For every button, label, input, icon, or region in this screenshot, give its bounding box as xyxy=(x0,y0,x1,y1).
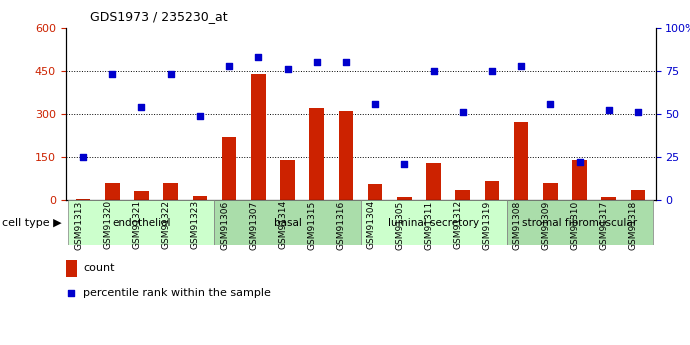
Text: count: count xyxy=(83,264,115,273)
Bar xyxy=(76,199,90,200)
Text: percentile rank within the sample: percentile rank within the sample xyxy=(83,288,271,298)
Bar xyxy=(105,183,119,200)
Point xyxy=(370,101,381,106)
Text: GSM91316: GSM91316 xyxy=(337,200,346,249)
Bar xyxy=(602,197,616,200)
Point xyxy=(224,63,235,68)
Point xyxy=(633,109,644,115)
Text: GSM91313: GSM91313 xyxy=(74,200,83,249)
Point xyxy=(603,108,614,113)
Bar xyxy=(66,260,77,277)
Point xyxy=(515,63,526,68)
Text: GSM91317: GSM91317 xyxy=(600,200,609,249)
Bar xyxy=(221,137,237,200)
Text: GSM91321: GSM91321 xyxy=(132,200,141,249)
Point xyxy=(399,161,410,167)
Text: basal: basal xyxy=(273,218,302,227)
Bar xyxy=(280,160,295,200)
Text: GSM91318: GSM91318 xyxy=(629,200,638,249)
Bar xyxy=(134,191,149,200)
Point xyxy=(428,68,439,73)
Bar xyxy=(309,108,324,200)
Bar xyxy=(339,111,353,200)
Point xyxy=(486,68,497,73)
Point xyxy=(574,159,585,165)
Text: endothelial: endothelial xyxy=(112,218,170,227)
Point xyxy=(545,101,556,106)
Text: GSM91306: GSM91306 xyxy=(220,200,229,249)
Bar xyxy=(514,122,529,200)
Bar xyxy=(215,200,360,245)
Text: stromal fibromuscular: stromal fibromuscular xyxy=(522,218,637,227)
Text: GSM91322: GSM91322 xyxy=(161,200,170,249)
Text: GSM91311: GSM91311 xyxy=(424,200,433,249)
Text: GSM91310: GSM91310 xyxy=(571,200,580,249)
Text: GSM91304: GSM91304 xyxy=(366,200,375,249)
Point xyxy=(77,154,88,160)
Point xyxy=(165,71,176,77)
Text: cell type ▶: cell type ▶ xyxy=(3,218,62,227)
Point xyxy=(311,59,322,65)
Text: GDS1973 / 235230_at: GDS1973 / 235230_at xyxy=(90,10,227,23)
Bar xyxy=(251,73,266,200)
Text: GSM91307: GSM91307 xyxy=(249,200,258,249)
Text: GSM91309: GSM91309 xyxy=(542,200,551,249)
Point xyxy=(195,113,206,118)
Text: GSM91320: GSM91320 xyxy=(104,200,112,249)
Bar xyxy=(68,200,215,245)
Point xyxy=(107,71,118,77)
Text: GSM91314: GSM91314 xyxy=(279,200,288,249)
Point xyxy=(66,290,77,296)
Bar xyxy=(484,181,500,200)
Bar xyxy=(368,184,382,200)
Bar xyxy=(426,163,441,200)
Point xyxy=(136,104,147,110)
Bar xyxy=(164,183,178,200)
Bar xyxy=(631,190,645,200)
Bar xyxy=(506,200,653,245)
Text: GSM91312: GSM91312 xyxy=(454,200,463,249)
Bar xyxy=(397,197,412,200)
Text: GSM91305: GSM91305 xyxy=(395,200,404,249)
Text: GSM91319: GSM91319 xyxy=(483,200,492,249)
Point xyxy=(253,54,264,60)
Bar xyxy=(455,190,470,200)
Text: GSM91323: GSM91323 xyxy=(191,200,200,249)
Text: luminal secretory: luminal secretory xyxy=(388,218,479,227)
Point xyxy=(457,109,469,115)
Bar xyxy=(572,160,587,200)
Text: GSM91315: GSM91315 xyxy=(308,200,317,249)
Point xyxy=(282,66,293,72)
Bar xyxy=(193,196,207,200)
Bar xyxy=(543,183,558,200)
Text: GSM91308: GSM91308 xyxy=(512,200,521,249)
Bar xyxy=(360,200,506,245)
Point xyxy=(340,59,351,65)
